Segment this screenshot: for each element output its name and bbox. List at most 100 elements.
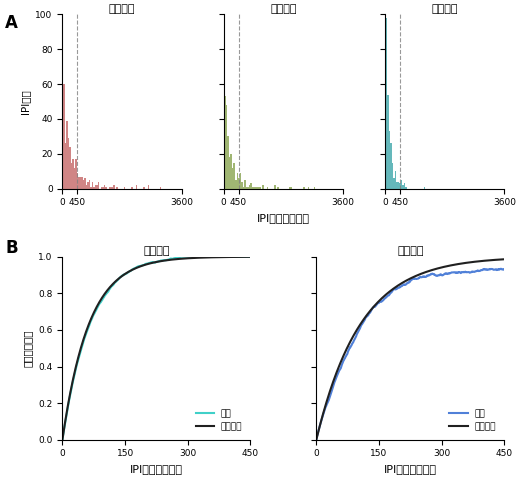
Bar bbox=[230, 154, 232, 189]
Title: 授乳後期: 授乳後期 bbox=[432, 3, 458, 13]
Bar bbox=[387, 95, 389, 189]
Bar bbox=[227, 136, 229, 189]
Bar bbox=[256, 187, 258, 189]
Bar bbox=[396, 182, 398, 189]
Bar bbox=[232, 168, 233, 189]
Bar bbox=[259, 187, 261, 189]
Bar bbox=[226, 105, 227, 189]
Bar bbox=[314, 187, 315, 189]
Title: 授乳後期: 授乳後期 bbox=[143, 246, 170, 256]
Bar bbox=[77, 173, 79, 189]
Bar bbox=[290, 187, 291, 189]
Bar bbox=[404, 184, 406, 189]
Bar bbox=[240, 173, 241, 189]
Bar bbox=[68, 138, 69, 189]
Bar bbox=[62, 58, 63, 189]
Bar bbox=[113, 185, 114, 189]
Text: B: B bbox=[5, 239, 18, 257]
Bar bbox=[249, 185, 250, 189]
Bar bbox=[399, 184, 401, 189]
Legend: 明期, 指数分布: 明期, 指数分布 bbox=[192, 405, 246, 435]
Bar bbox=[291, 187, 292, 189]
Bar bbox=[384, 0, 386, 189]
Bar bbox=[66, 121, 68, 189]
Bar bbox=[238, 178, 240, 189]
Bar bbox=[247, 187, 249, 189]
Bar bbox=[102, 187, 104, 189]
Bar bbox=[392, 163, 393, 189]
Bar bbox=[253, 187, 255, 189]
Text: A: A bbox=[5, 14, 18, 33]
X-axis label: IPIの長さ（秒）: IPIの長さ（秒） bbox=[130, 464, 183, 474]
Bar bbox=[148, 185, 149, 189]
Bar bbox=[406, 187, 407, 189]
Bar bbox=[96, 185, 98, 189]
Bar bbox=[79, 176, 80, 189]
Bar bbox=[92, 182, 94, 189]
Bar bbox=[308, 187, 309, 189]
Bar bbox=[71, 163, 72, 189]
Bar bbox=[80, 176, 81, 189]
Y-axis label: 累積確率分布: 累積確率分布 bbox=[23, 329, 33, 367]
Bar bbox=[106, 187, 107, 189]
Bar bbox=[63, 84, 64, 189]
Bar bbox=[423, 187, 425, 189]
Bar bbox=[84, 178, 86, 189]
Title: 授乳後期: 授乳後期 bbox=[397, 246, 424, 256]
Bar bbox=[390, 143, 392, 189]
Bar bbox=[237, 173, 238, 189]
Bar bbox=[94, 187, 95, 189]
Bar bbox=[101, 187, 102, 189]
Bar bbox=[72, 159, 74, 189]
Bar bbox=[110, 187, 112, 189]
Bar bbox=[86, 185, 87, 189]
Title: 授乳中期: 授乳中期 bbox=[270, 3, 296, 13]
Bar bbox=[303, 187, 305, 189]
Bar bbox=[109, 187, 110, 189]
X-axis label: IPIの長さ（秒）: IPIの長さ（秒） bbox=[257, 213, 310, 223]
Bar bbox=[225, 96, 226, 189]
Bar bbox=[252, 187, 253, 189]
Bar bbox=[95, 185, 96, 189]
Bar bbox=[131, 187, 133, 189]
Bar bbox=[386, 18, 387, 189]
Bar bbox=[229, 157, 230, 189]
Bar bbox=[81, 176, 83, 189]
Bar bbox=[116, 187, 118, 189]
Bar bbox=[235, 180, 237, 189]
Bar bbox=[136, 185, 137, 189]
Bar bbox=[124, 187, 125, 189]
Bar bbox=[244, 180, 245, 189]
Bar bbox=[258, 187, 259, 189]
Title: 授乳初期: 授乳初期 bbox=[109, 3, 135, 13]
Legend: 暗期, 指数分布: 暗期, 指数分布 bbox=[446, 405, 500, 435]
Bar bbox=[112, 187, 113, 189]
Bar bbox=[233, 163, 235, 189]
Bar bbox=[245, 187, 247, 189]
Bar bbox=[89, 180, 90, 189]
Bar bbox=[241, 182, 242, 189]
Bar bbox=[90, 187, 92, 189]
Bar bbox=[242, 187, 244, 189]
Bar bbox=[402, 185, 404, 189]
Bar bbox=[389, 131, 390, 189]
Bar bbox=[74, 168, 75, 189]
Bar bbox=[398, 182, 399, 189]
Bar bbox=[144, 187, 145, 189]
Bar bbox=[393, 178, 395, 189]
Bar bbox=[401, 180, 402, 189]
Bar bbox=[223, 65, 225, 189]
Bar bbox=[267, 187, 268, 189]
Bar bbox=[98, 182, 99, 189]
Bar bbox=[104, 185, 106, 189]
Bar bbox=[262, 185, 264, 189]
Bar bbox=[395, 171, 396, 189]
Bar bbox=[160, 187, 161, 189]
Bar bbox=[69, 147, 71, 189]
Y-axis label: IPIの数: IPIの数 bbox=[20, 89, 30, 114]
Bar bbox=[75, 159, 77, 189]
Bar bbox=[255, 187, 256, 189]
X-axis label: IPIの長さ（秒）: IPIの長さ（秒） bbox=[384, 464, 437, 474]
Bar bbox=[87, 182, 89, 189]
Bar bbox=[64, 143, 66, 189]
